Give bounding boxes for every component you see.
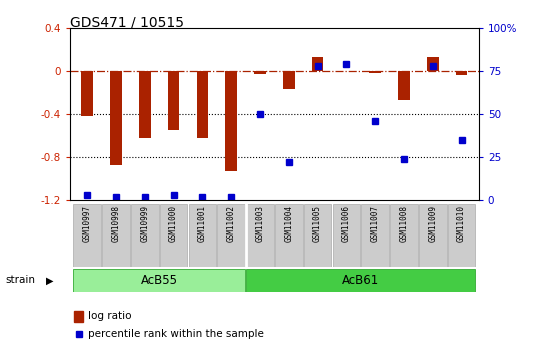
Bar: [275, 204, 302, 267]
Text: GSM10999: GSM10999: [140, 206, 150, 243]
Bar: [419, 204, 447, 267]
Bar: [74, 310, 83, 322]
Text: percentile rank within the sample: percentile rank within the sample: [88, 329, 264, 339]
Text: GSM11001: GSM11001: [198, 206, 207, 243]
Bar: [370, 71, 381, 73]
Bar: [246, 204, 274, 267]
Bar: [196, 71, 208, 138]
Bar: [304, 204, 331, 267]
Bar: [246, 269, 476, 292]
Text: GSM10997: GSM10997: [83, 206, 91, 243]
Text: GSM11005: GSM11005: [313, 206, 322, 243]
Bar: [254, 71, 266, 74]
Bar: [283, 71, 294, 89]
Bar: [390, 204, 418, 267]
Bar: [225, 71, 237, 171]
Text: GSM11010: GSM11010: [457, 206, 466, 243]
Text: AcB55: AcB55: [141, 274, 178, 287]
Text: ▶: ▶: [46, 275, 53, 285]
Text: GSM11007: GSM11007: [371, 206, 380, 243]
Bar: [312, 57, 323, 71]
Bar: [102, 204, 130, 267]
Bar: [110, 71, 122, 165]
Bar: [73, 269, 245, 292]
Bar: [362, 204, 389, 267]
Bar: [456, 71, 468, 75]
Bar: [168, 71, 179, 130]
Text: GSM11002: GSM11002: [226, 206, 236, 243]
Bar: [131, 204, 159, 267]
Text: GSM10998: GSM10998: [111, 206, 121, 243]
Bar: [160, 204, 187, 267]
Text: GSM11006: GSM11006: [342, 206, 351, 243]
Text: GSM11008: GSM11008: [399, 206, 408, 243]
Bar: [398, 71, 410, 100]
Text: AcB61: AcB61: [342, 274, 379, 287]
Bar: [448, 204, 476, 267]
Bar: [332, 204, 360, 267]
Text: log ratio: log ratio: [88, 311, 132, 321]
Text: GDS471 / 10515: GDS471 / 10515: [70, 16, 184, 30]
Text: GSM11009: GSM11009: [428, 206, 437, 243]
Text: strain: strain: [5, 275, 36, 285]
Text: GSM11000: GSM11000: [169, 206, 178, 243]
Bar: [217, 204, 245, 267]
Text: GSM11003: GSM11003: [256, 206, 265, 243]
Text: GSM11004: GSM11004: [284, 206, 293, 243]
Bar: [73, 204, 101, 267]
Bar: [427, 57, 438, 71]
Bar: [189, 204, 216, 267]
Bar: [139, 71, 151, 138]
Bar: [81, 71, 93, 116]
